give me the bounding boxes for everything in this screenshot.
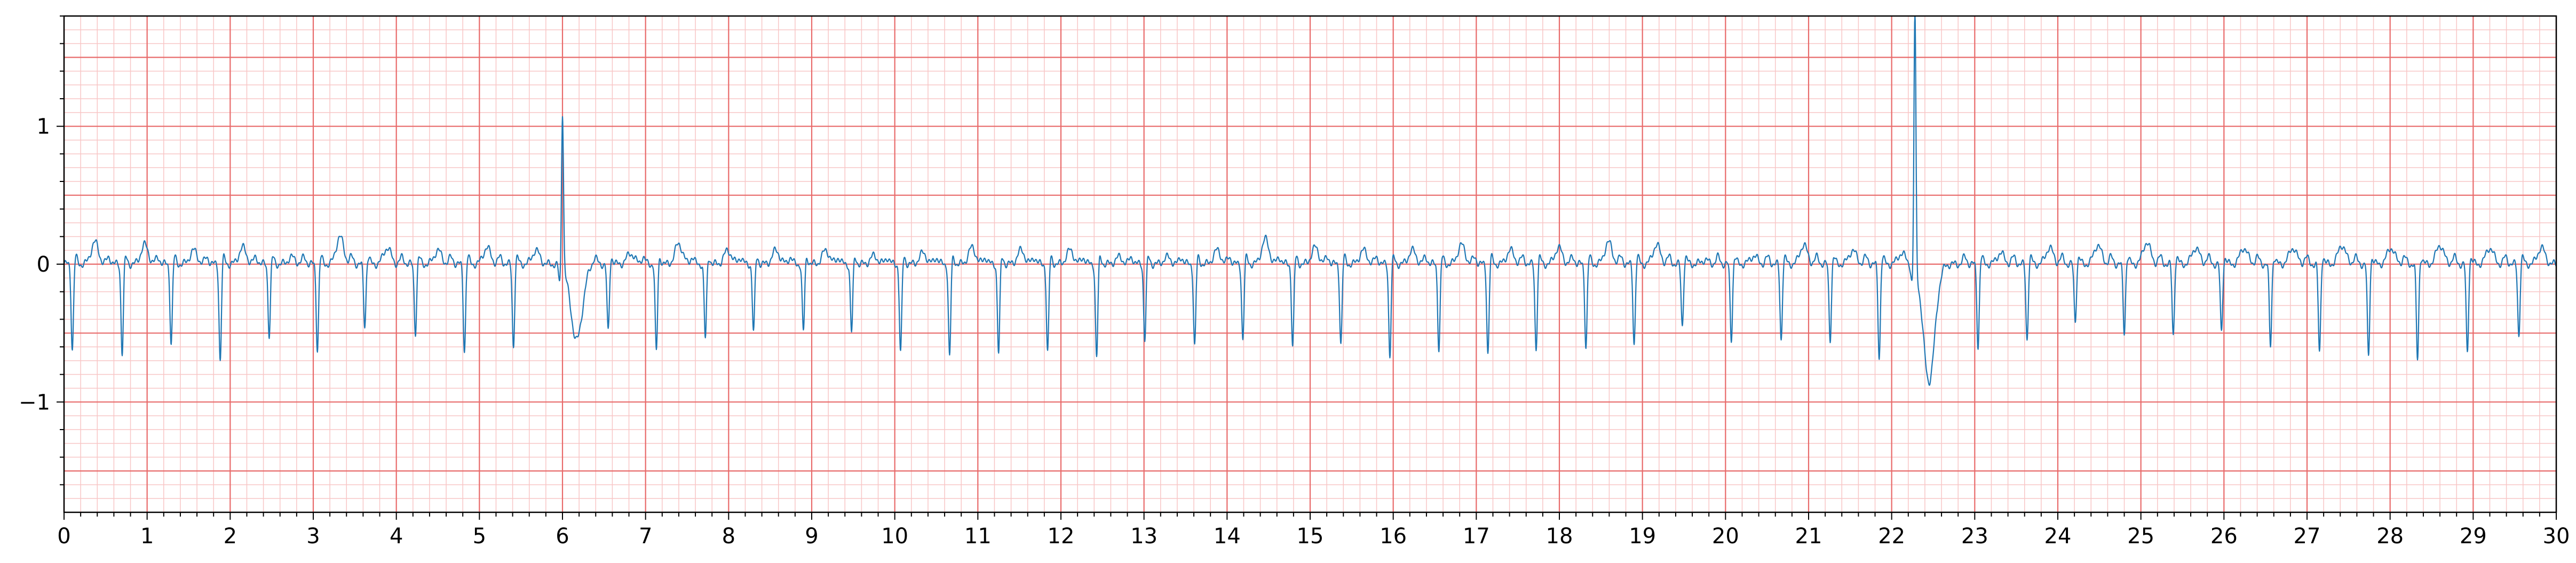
x-tick-label: 17: [1463, 524, 1490, 549]
x-tick-label: 20: [1712, 524, 1739, 549]
x-tick-label: 6: [556, 524, 569, 549]
x-tick-label: 21: [1795, 524, 1822, 549]
x-tick-label: 13: [1130, 524, 1158, 549]
x-tick-label: 9: [805, 524, 818, 549]
x-tick-label: 29: [2460, 524, 2487, 549]
x-tick-label: 1: [140, 524, 154, 549]
x-tick-label: 15: [1297, 524, 1324, 549]
x-tick-label: 2: [224, 524, 237, 549]
x-tick-label: 22: [1878, 524, 1905, 549]
x-tick-label: 14: [1214, 524, 1241, 549]
y-tick-label: −1: [19, 390, 50, 415]
x-tick-label: 4: [390, 524, 403, 549]
x-tick-label: 26: [2210, 524, 2238, 549]
x-tick-label: 12: [1048, 524, 1075, 549]
x-tick-label: 19: [1629, 524, 1656, 549]
x-tick-label: 27: [2294, 524, 2321, 549]
x-tick-label: 24: [2044, 524, 2072, 549]
x-tick-label: 23: [1961, 524, 1988, 549]
x-tick-label: 8: [722, 524, 735, 549]
x-tick-label: 7: [639, 524, 652, 549]
y-tick-label: 1: [37, 115, 50, 139]
ecg-trace: [63, 15, 2557, 386]
y-tick-label: 0: [37, 252, 50, 277]
x-tick-label: 25: [2127, 524, 2154, 549]
x-tick-label: 11: [964, 524, 992, 549]
x-axis: 0 1 2 3 4 5 6 7 8 9 10 11 12 13 14 15 16 17 18 19 20 21 22 23 24…: [57, 512, 2570, 549]
x-tick-label: 0: [57, 524, 70, 549]
x-tick-label: 16: [1380, 524, 1407, 549]
x-tick-label: 3: [306, 524, 320, 549]
x-tick-label: 18: [1546, 524, 1573, 549]
x-tick-label: 28: [2376, 524, 2404, 549]
x-tick-label: 30: [2543, 524, 2570, 549]
x-tick-label: 5: [473, 524, 486, 549]
y-axis: 1 0 −1: [19, 15, 64, 486]
x-tick-label: 10: [881, 524, 908, 549]
